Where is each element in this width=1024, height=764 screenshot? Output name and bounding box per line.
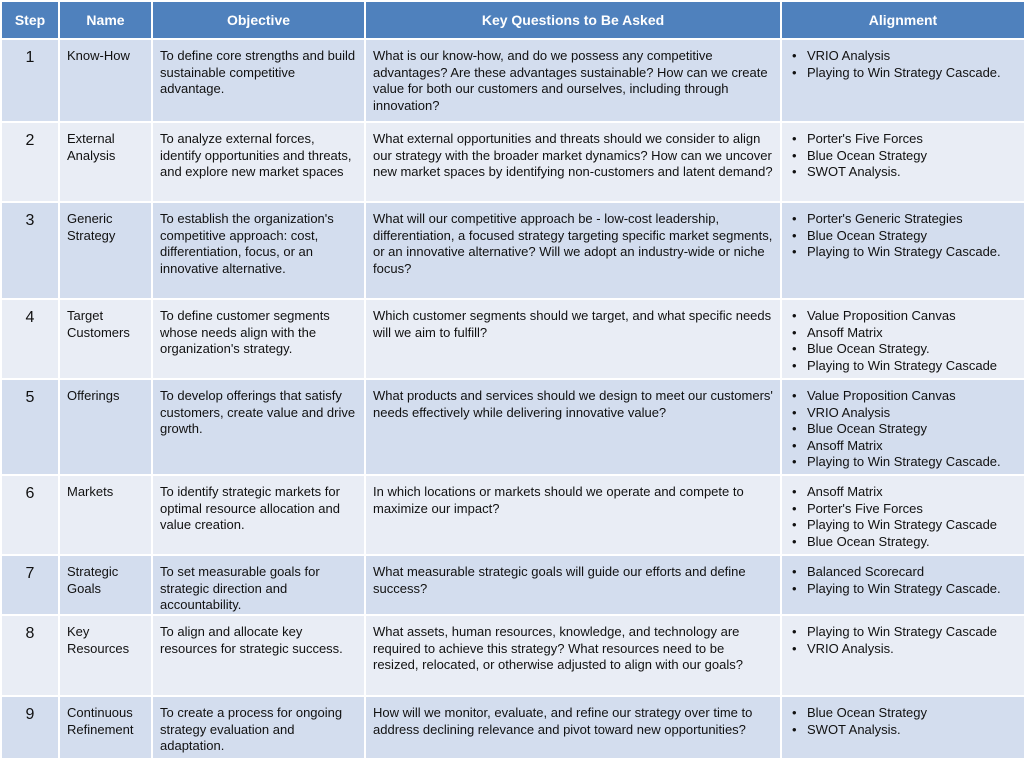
step-cell: 9 [0,695,60,760]
alignment-list: Porter's Generic StrategiesBlue Ocean St… [789,211,1017,261]
table-row: 4 Target Customers To define customer segm… [0,298,1024,380]
alignment-item: Ansoff Matrix [789,325,1017,342]
objective-cell: To develop offerings that satisfy custom… [151,378,366,476]
name-cell: Strategic Goals [58,554,153,616]
alignment-list: Blue Ocean StrategySWOT Analysis. [789,705,1017,738]
objective-cell: To align and allocate key resources for … [151,614,366,697]
alignment-list: Playing to Win Strategy CascadeVRIO Anal… [789,624,1017,657]
step-cell: 8 [0,614,60,697]
alignment-item: Playing to Win Strategy Cascade. [789,581,1017,598]
alignment-cell: Porter's Generic StrategiesBlue Ocean St… [780,201,1024,300]
alignment-cell: Balanced ScorecardPlaying to Win Strateg… [780,554,1024,616]
question-cell: What external opportunities and threats … [364,121,782,203]
table-row: 2 External Analysis To analyze external fo… [0,121,1024,203]
alignment-item: SWOT Analysis. [789,164,1017,181]
alignment-item: Value Proposition Canvas [789,388,1017,405]
objective-cell: To set measurable goals for strategic di… [151,554,366,616]
question-cell: What is our know-how, and do we possess … [364,38,782,123]
name-cell: Key Resources [58,614,153,697]
question-cell: What products and services should we des… [364,378,782,476]
alignment-item: Playing to Win Strategy Cascade [789,517,1017,534]
alignment-list: Value Proposition CanvasAnsoff MatrixBlu… [789,308,1017,374]
header-cell: Step [0,0,60,40]
name-cell: Generic Strategy [58,201,153,300]
alignment-list: Ansoff MatrixPorter's Five ForcesPlaying… [789,484,1017,550]
alignment-item: Blue Ocean Strategy [789,148,1017,165]
alignment-item: Porter's Generic Strategies [789,211,1017,228]
alignment-item: VRIO Analysis. [789,641,1017,658]
name-cell: Markets [58,474,153,556]
name-cell: Offerings [58,378,153,476]
alignment-cell: VRIO AnalysisPlaying to Win Strategy Cas… [780,38,1024,123]
alignment-item: Playing to Win Strategy Cascade. [789,454,1017,471]
alignment-cell: Porter's Five ForcesBlue Ocean StrategyS… [780,121,1024,203]
question-cell: What will our competitive approach be - … [364,201,782,300]
table-body: 1 Know-How To define core strengths and bu… [0,38,1024,760]
alignment-item: Ansoff Matrix [789,484,1017,501]
name-cell: Target Customers [58,298,153,380]
question-cell: What measurable strategic goals will gui… [364,554,782,616]
objective-cell: To define customer segments whose needs … [151,298,366,380]
alignment-item: Blue Ocean Strategy [789,228,1017,245]
table-row: 1 Know-How To define core strengths and bu… [0,38,1024,123]
alignment-list: Value Proposition CanvasVRIO AnalysisBlu… [789,388,1017,471]
alignment-cell: Playing to Win Strategy CascadeVRIO Anal… [780,614,1024,697]
alignment-list: Balanced ScorecardPlaying to Win Strateg… [789,564,1017,597]
header-cell: Alignment [780,0,1024,40]
alignment-cell: Blue Ocean StrategySWOT Analysis. [780,695,1024,760]
header-cell: Name [58,0,153,40]
alignment-item: Porter's Five Forces [789,131,1017,148]
question-cell: In which locations or markets should we … [364,474,782,556]
alignment-cell: Value Proposition CanvasVRIO AnalysisBlu… [780,378,1024,476]
alignment-item: Value Proposition Canvas [789,308,1017,325]
step-cell: 7 [0,554,60,616]
table-row: 8 Key Resources To align and allocate key … [0,614,1024,697]
table-row: 5 Offerings To develop offerings that sati… [0,378,1024,476]
step-cell: 6 [0,474,60,556]
alignment-cell: Value Proposition CanvasAnsoff MatrixBlu… [780,298,1024,380]
alignment-item: Balanced Scorecard [789,564,1017,581]
alignment-list: Porter's Five ForcesBlue Ocean StrategyS… [789,131,1017,181]
alignment-item: Blue Ocean Strategy [789,705,1017,722]
objective-cell: To analyze external forces, identify opp… [151,121,366,203]
table-row: 7 Strategic Goals To set measurable goals … [0,554,1024,616]
alignment-item: Playing to Win Strategy Cascade. [789,244,1017,261]
alignment-item: Ansoff Matrix [789,438,1017,455]
objective-cell: To identify strategic markets for optima… [151,474,366,556]
alignment-cell: Ansoff MatrixPorter's Five ForcesPlaying… [780,474,1024,556]
name-cell: Continuous Refinement [58,695,153,760]
alignment-item: Blue Ocean Strategy. [789,534,1017,551]
header-cell: Key Questions to Be Asked [364,0,782,40]
alignment-item: Blue Ocean Strategy. [789,341,1017,358]
alignment-item: VRIO Analysis [789,405,1017,422]
alignment-item: Blue Ocean Strategy [789,421,1017,438]
step-cell: 4 [0,298,60,380]
alignment-list: VRIO AnalysisPlaying to Win Strategy Cas… [789,48,1017,81]
name-cell: Know-How [58,38,153,123]
step-cell: 2 [0,121,60,203]
question-cell: How will we monitor, evaluate, and refin… [364,695,782,760]
header-row: Step Name Objective Key Questions to Be Ask… [0,0,1024,40]
step-cell: 3 [0,201,60,300]
alignment-item: SWOT Analysis. [789,722,1017,739]
alignment-item: Porter's Five Forces [789,501,1017,518]
objective-cell: To create a process for ongoing strategy… [151,695,366,760]
alignment-item: VRIO Analysis [789,48,1017,65]
table-row: 3 Generic Strategy To establish the organi… [0,201,1024,300]
alignment-item: Playing to Win Strategy Cascade. [789,65,1017,82]
table-row: 6 Markets To identify strategic markets fo… [0,474,1024,556]
name-cell: External Analysis [58,121,153,203]
alignment-item: Playing to Win Strategy Cascade [789,624,1017,641]
objective-cell: To define core strengths and build susta… [151,38,366,123]
alignment-item: Playing to Win Strategy Cascade [789,358,1017,375]
header-cell: Objective [151,0,366,40]
question-cell: Which customer segments should we target… [364,298,782,380]
objective-cell: To establish the organization's competit… [151,201,366,300]
step-cell: 1 [0,38,60,123]
question-cell: What assets, human resources, knowledge,… [364,614,782,697]
table-row: 9 Continuous Refinement To create a proces… [0,695,1024,760]
step-cell: 5 [0,378,60,476]
